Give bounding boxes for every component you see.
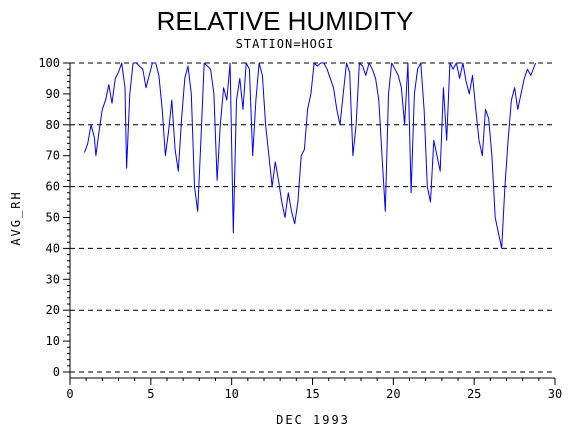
- y-tick-label-50: 50: [46, 211, 60, 225]
- y-gridlines: [70, 62, 555, 373]
- y-tick-label-90: 90: [46, 87, 60, 101]
- series-line-avg-rh: [84, 62, 537, 249]
- x-axis-label: DEC 1993: [276, 413, 350, 427]
- y-axis-ticks: 0 10 20 30 40 50 60 70 80 90 100: [38, 56, 70, 379]
- x-tick-label-0: 0: [66, 387, 73, 401]
- x-tick-label-15: 15: [305, 387, 319, 401]
- x-tick-label-25: 25: [467, 387, 481, 401]
- x-tick-label-30: 30: [548, 387, 562, 401]
- y-tick-label-0: 0: [53, 365, 60, 379]
- y-tick-label-80: 80: [46, 118, 60, 132]
- chart-title: RELATIVE HUMIDITY: [157, 6, 414, 36]
- y-tick-label-40: 40: [46, 241, 60, 255]
- x-axis-ticks: 0 5 10 15 20 25 30: [66, 378, 562, 401]
- y-tick-label-30: 30: [46, 272, 60, 286]
- y-axis-label: AVG_RH: [9, 190, 23, 245]
- y-tick-label-20: 20: [46, 303, 60, 317]
- y-tick-label-10: 10: [46, 334, 60, 348]
- x-tick-label-20: 20: [386, 387, 400, 401]
- x-tick-label-5: 5: [147, 387, 154, 401]
- y-tick-label-100: 100: [38, 56, 60, 70]
- x-tick-label-10: 10: [224, 387, 238, 401]
- series-layer: [84, 62, 537, 249]
- chart-subtitle: STATION=HOGI: [236, 37, 335, 51]
- y-tick-label-60: 60: [46, 180, 60, 194]
- y-tick-label-70: 70: [46, 149, 60, 163]
- axes: [69, 63, 555, 379]
